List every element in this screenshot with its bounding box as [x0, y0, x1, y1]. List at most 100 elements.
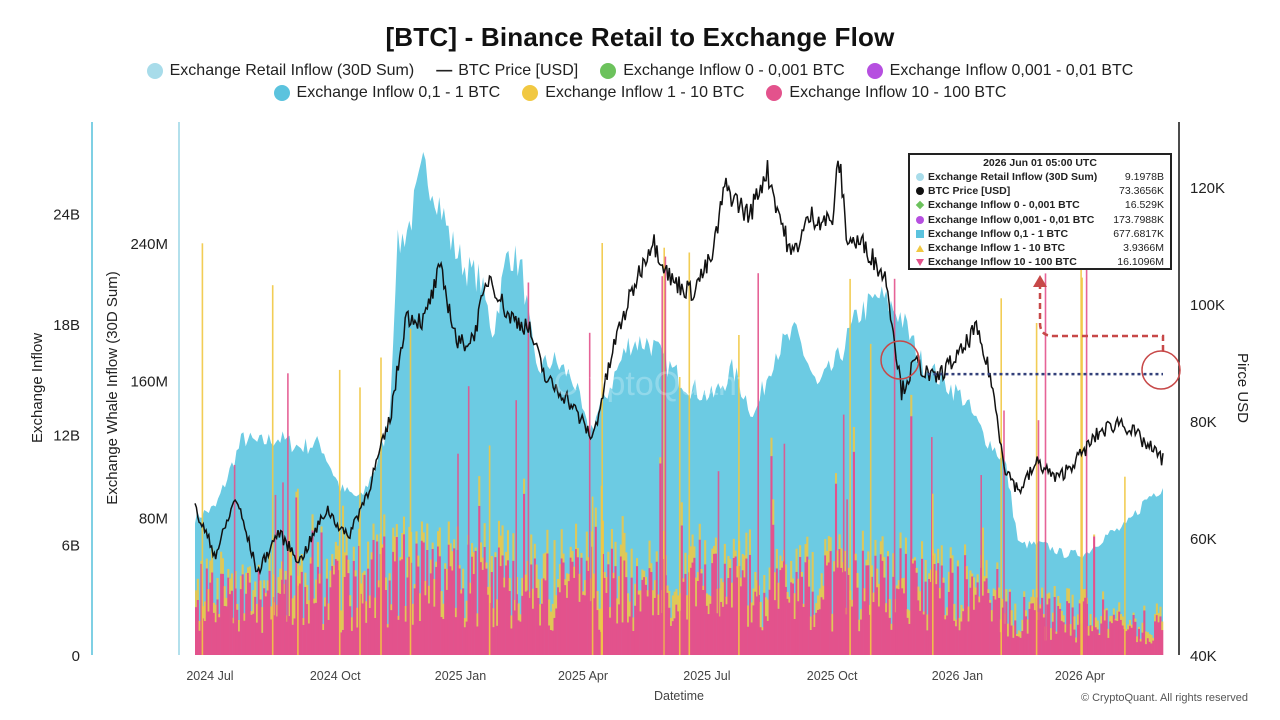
hover-tooltip: 2026 Jun 01 05:00 UTC Exchange Retail In…	[908, 153, 1172, 270]
inflow-1-10-bar	[449, 543, 452, 567]
inflow-10-100-bar	[965, 579, 968, 655]
inflow-1-10-bar	[781, 560, 784, 568]
inflow-spike-bar	[297, 488, 299, 655]
inflow-1-10-bar	[598, 608, 601, 630]
inflow-1-10-bar	[698, 523, 701, 540]
inflow-10-100-bar	[438, 556, 441, 655]
inflow-1-10-bar	[886, 551, 890, 557]
inflow-10-100-bar	[277, 592, 280, 655]
inflow-1-10-bar	[901, 578, 904, 589]
inflow-10-100-bar	[1048, 598, 1051, 655]
inflow-1-10-bar	[951, 555, 954, 573]
inflow-10-100-bar	[453, 548, 456, 655]
inflow-1-10-bar	[700, 569, 703, 574]
inflow-10-100-bar	[1042, 617, 1045, 655]
inflow-1-10-bar	[1146, 632, 1149, 639]
inflow-1-10-bar	[506, 530, 509, 561]
inflow-1-10-bar	[843, 550, 847, 572]
inflow-1-10-bar	[499, 535, 502, 567]
inflow-10-100-bar	[612, 578, 615, 655]
inflow-1-10-bar	[643, 570, 646, 578]
inflow-1-10-bar	[1132, 612, 1135, 615]
inflow-1-10-bar	[1107, 628, 1110, 638]
inflow-1-10-bar	[666, 585, 669, 593]
inflow-1-10-bar	[252, 590, 255, 614]
inflow-spike-bar	[488, 445, 491, 655]
legend-item-inflow-10-100[interactable]: Exchange Inflow 10 - 100 BTC	[766, 84, 1006, 102]
inflow-1-10-bar	[259, 580, 262, 600]
legend-item-retail[interactable]: Exchange Retail Inflow (30D Sum)	[146, 62, 414, 80]
inflow-1-10-bar	[824, 539, 827, 556]
inflow-1-10-bar	[1112, 608, 1115, 615]
inflow-10-100-bar	[302, 625, 305, 655]
inflow-1-10-bar	[825, 550, 829, 566]
inflow-10-100-bar	[444, 568, 447, 655]
inflow-1-10-bar	[1125, 628, 1128, 631]
inflow-1-10-bar	[987, 589, 990, 593]
legend-item-inflow-1-10[interactable]: Exchange Inflow 1 - 10 BTC	[522, 84, 744, 102]
inflow-spike-bar	[271, 285, 274, 655]
inflow-10-100-bar	[897, 589, 900, 655]
inflow-1-10-bar	[784, 564, 787, 587]
inflow-1-10-bar	[542, 553, 545, 579]
inflow-1-10-bar	[392, 527, 395, 552]
inflow-1-10-bar	[578, 573, 581, 602]
tooltip-row-value: 173.7988K	[1113, 213, 1164, 226]
inflow-1-10-bar	[539, 604, 542, 626]
inflow-10-100-bar	[836, 567, 839, 655]
inflow-1-10-bar	[497, 520, 501, 548]
inflow-10-100-bar	[350, 630, 354, 655]
inflow-1-10-bar	[318, 573, 321, 584]
inflow-10-100-bar	[700, 573, 703, 655]
inflow-10-100-bar	[877, 606, 881, 655]
inflow-10-100-bar	[1075, 642, 1078, 655]
inflow-1-10-bar	[756, 580, 759, 597]
tooltip-row-value: 3.9366M	[1123, 242, 1164, 255]
inflow-1-10-bar	[705, 593, 708, 606]
inflow-1-10-bar	[876, 568, 879, 588]
inflow-1-10-bar	[562, 553, 565, 563]
inflow-1-10-bar	[919, 591, 922, 611]
inflow-10-100-bar	[644, 584, 648, 655]
inflow-1-10-bar	[564, 579, 567, 586]
inflow-10-100-bar	[808, 586, 811, 655]
inflow-1-10-bar	[365, 601, 368, 623]
inflow-1-10-bar	[402, 516, 406, 535]
inflow-10-100-bar	[799, 557, 802, 655]
y-axis-title-exchange-inflow: Exchange Inflow	[29, 333, 46, 443]
inflow-1-10-bar	[1157, 613, 1160, 623]
inflow-1-10-bar	[196, 578, 199, 600]
inflow-10-100-bar	[1093, 536, 1096, 655]
inflow-10-100-bar	[858, 631, 861, 655]
legend-item-inflow-01-1[interactable]: Exchange Inflow 0,1 - 1 BTC	[273, 84, 500, 102]
inflow-10-100-bar	[558, 592, 561, 655]
inflow-10-100-bar	[397, 619, 400, 655]
inflow-10-100-bar	[657, 615, 660, 655]
inflow-10-100-bar	[1071, 607, 1074, 655]
inflow-10-100-bar	[765, 616, 768, 655]
inflow-1-10-bar	[385, 577, 388, 590]
inflow-10-100-bar	[229, 594, 232, 655]
inflow-10-100-bar	[216, 599, 219, 655]
legend-item-inflow-0001-001[interactable]: Exchange Inflow 0,001 - 0,01 BTC	[866, 62, 1133, 80]
legend-item-inflow-0-0001[interactable]: Exchange Inflow 0 - 0,001 BTC	[600, 62, 845, 80]
inflow-1-10-bar	[1026, 619, 1029, 634]
y-tick-y1: 18B	[53, 317, 80, 334]
inflow-1-10-bar	[607, 551, 610, 565]
inflow-1-10-bar	[512, 533, 515, 561]
inflow-10-100-bar	[374, 618, 377, 655]
inflow-1-10-bar	[1059, 603, 1062, 609]
inflow-1-10-bar	[275, 604, 278, 617]
legend-item-price[interactable]: — BTC Price [USD]	[436, 62, 578, 80]
inflow-1-10-bar	[540, 578, 544, 604]
inflow-10-100-bar	[1060, 620, 1063, 655]
inflow-10-100-bar	[680, 525, 683, 655]
inflow-1-10-bar	[438, 527, 441, 557]
tooltip-row-name: Exchange Retail Inflow (30D Sum)	[928, 171, 1098, 184]
inflow-1-10-bar	[965, 566, 968, 580]
inflow-1-10-bar	[1046, 593, 1049, 605]
inflow-1-10-bar	[675, 588, 678, 605]
inflow-1-10-bar	[533, 543, 536, 559]
inflow-10-100-bar	[770, 456, 773, 655]
